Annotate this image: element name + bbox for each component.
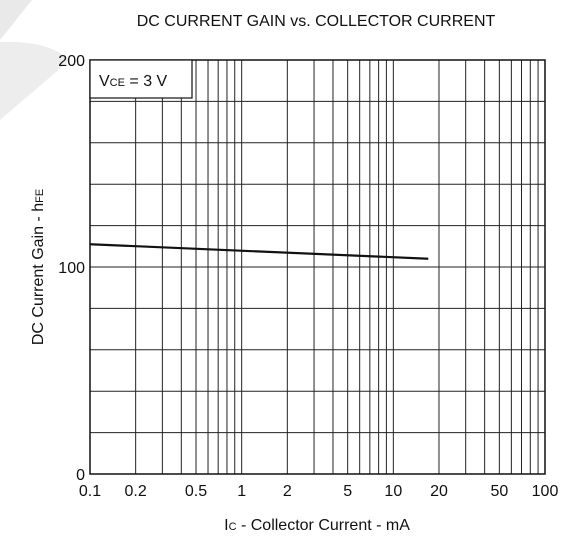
x-tick-label: 100 bbox=[532, 483, 559, 500]
series-line bbox=[89, 243, 429, 260]
y-tick-label: 200 bbox=[58, 53, 85, 70]
y-tick-label: 100 bbox=[58, 260, 85, 277]
annotation-box: VCE = 3 V bbox=[89, 59, 193, 99]
x-tick-label: 50 bbox=[490, 483, 508, 500]
y-axis-label: DC Current Gain - hFE bbox=[30, 189, 47, 345]
grid-lines bbox=[90, 60, 545, 474]
x-tick-label: 10 bbox=[384, 483, 402, 500]
x-tick-label: 0.5 bbox=[185, 483, 207, 500]
chart-title: DC CURRENT GAIN vs. COLLECTOR CURRENT bbox=[137, 13, 496, 30]
plot-area bbox=[89, 59, 546, 475]
series-layer bbox=[89, 243, 429, 260]
x-tick-label: 0.1 bbox=[79, 483, 101, 500]
x-tick-label: 0.2 bbox=[125, 483, 147, 500]
x-axis-label: IC - Collector Current - mA bbox=[224, 517, 410, 534]
x-tick-label: 5 bbox=[343, 483, 352, 500]
y-tick-labels: 0 100 200 bbox=[58, 53, 85, 484]
annotation-label: VCE = 3 V bbox=[99, 73, 168, 90]
x-tick-label: 2 bbox=[283, 483, 292, 500]
x-tick-label: 1 bbox=[237, 483, 246, 500]
y-tick-label: 0 bbox=[76, 467, 85, 484]
x-tick-label: 20 bbox=[430, 483, 448, 500]
x-tick-labels: 0.1 0.2 0.5 1 2 5 10 20 50 100 bbox=[79, 483, 559, 500]
